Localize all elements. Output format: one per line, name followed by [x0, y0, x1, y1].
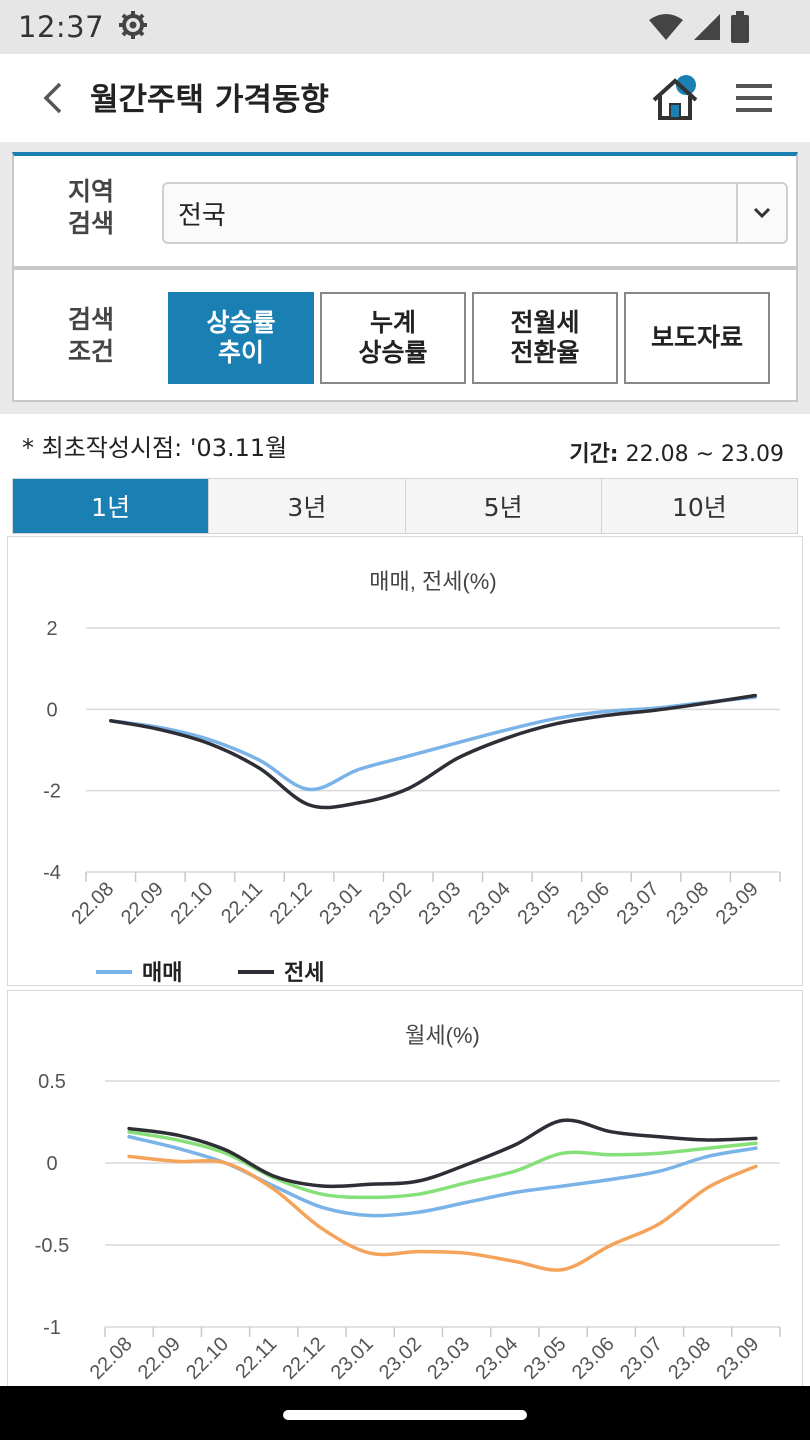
press-release-button[interactable]: 보도자료: [624, 292, 770, 384]
signal-icon: [692, 12, 722, 46]
y-tick-label: 0: [46, 699, 57, 721]
first-created-text: * 최초작성시점: '03.11월: [22, 434, 288, 462]
x-tick-label: 23.05: [520, 1333, 571, 1384]
x-tick-label: 22.10: [167, 878, 218, 929]
cumulative-rate-button[interactable]: 누계 상승률: [320, 292, 466, 384]
chart-title: 월세(%): [405, 1023, 480, 1048]
series-line: [127, 1154, 758, 1272]
x-tick-label: 22.09: [117, 878, 168, 929]
app-header: 월간주택 가격동향: [0, 54, 810, 142]
sale-jeonse-chart-panel: 매매, 전세(%) 2 0 -2 -4 22.08 22.09 22.10 22.11 22.12…: [7, 536, 803, 986]
y-tick-label: 0: [46, 1153, 57, 1175]
x-tick-label: 23.04: [464, 878, 515, 929]
x-tick-label: 22.12: [279, 1333, 330, 1384]
y-tick-label: -0.5: [35, 1235, 69, 1257]
hamburger-menu-icon[interactable]: [736, 82, 772, 114]
series-line: [109, 693, 757, 810]
x-tick-label: 23.09: [712, 878, 763, 929]
legend-label: 전세: [284, 961, 324, 986]
x-tick-label: 23.07: [613, 878, 664, 929]
x-tick-label: 23.03: [414, 878, 465, 929]
y-tick-label: -1: [43, 1317, 61, 1339]
x-tick-label: 23.01: [315, 878, 366, 929]
series-line: [127, 1118, 758, 1189]
x-tick-label: 22.08: [67, 878, 118, 929]
monthly-rent-chart-panel: 월세(%) 0.5 0 -0.5 -1 22.08 22.09 22.10 22.11 22.12…: [7, 990, 803, 1390]
x-tick-label: 22.12: [266, 878, 317, 929]
x-tick-label: 23.07: [616, 1333, 667, 1384]
period-value: 22.08 ~ 23.09: [625, 442, 784, 467]
tab-1-year[interactable]: 1년: [13, 479, 209, 533]
period-tabs: 1년 3년 5년 10년: [12, 478, 798, 534]
x-tick-label: 22.09: [134, 1333, 185, 1384]
x-tick-label: 23.08: [664, 1333, 715, 1384]
row-divider: [14, 266, 796, 270]
condition-label-text: 검색 조건: [67, 305, 114, 366]
monthly-rent-chart: 월세(%) 0.5 0 -0.5 -1 22.0822.0922.1022.1122.12…: [35, 1023, 781, 1384]
x-tick-label: 23.08: [662, 878, 713, 929]
period-text: 기간: 22.08 ~ 23.09: [569, 436, 784, 468]
wifi-icon: [648, 12, 684, 46]
battery-icon: [730, 11, 750, 47]
series-line: [109, 695, 757, 792]
x-tick-label: 23.02: [375, 1333, 426, 1384]
x-tick-label: 22.10: [182, 1333, 233, 1384]
home-icon[interactable]: [650, 74, 700, 124]
series-line: [127, 1130, 758, 1200]
x-tick-label: 23.05: [514, 878, 565, 929]
conversion-rate-button[interactable]: 전월세 전환율: [472, 292, 618, 384]
x-tick-label: 23.02: [365, 878, 416, 929]
region-label-text: 지역 검색: [67, 177, 114, 238]
region-select[interactable]: 전국: [162, 182, 788, 244]
tab-3-year[interactable]: 3년: [208, 479, 405, 533]
y-tick-label: -2: [43, 781, 61, 803]
x-tick-label: 23.01: [327, 1333, 378, 1384]
region-select-value: 전국: [178, 200, 226, 231]
rate-trend-button[interactable]: 상승률 추이: [168, 292, 314, 384]
status-bar: 12:37: [0, 0, 810, 54]
y-tick-label: 2: [46, 618, 57, 640]
system-nav-bar: [0, 1386, 810, 1440]
x-tick-label: 22.11: [231, 1333, 281, 1383]
tab-10-year[interactable]: 10년: [600, 479, 797, 533]
home-gesture-bar[interactable]: [283, 1410, 527, 1420]
search-panel: 지역 검색 전국 검색 조건 상승률 추이 누계 상승률 전월세 전환율 보도자…: [12, 152, 798, 402]
chevron-down-icon[interactable]: [736, 184, 786, 242]
x-tick-label: 23.04: [471, 1333, 522, 1384]
period-label: 기간:: [569, 442, 619, 467]
status-time: 12:37: [18, 10, 105, 44]
x-tick-label: 22.08: [86, 1333, 137, 1384]
x-tick-label: 23.06: [568, 1333, 619, 1384]
x-tick-label: 23.09: [712, 1333, 763, 1384]
region-search-label: 지역 검색: [36, 176, 146, 240]
settings-gear-icon: [118, 10, 148, 44]
y-tick-label: -4: [43, 862, 61, 884]
back-arrow-icon[interactable]: [34, 78, 74, 118]
x-tick-label: 23.03: [423, 1333, 474, 1384]
chart-title: 매매, 전세(%): [369, 569, 496, 594]
page-title: 월간주택 가격동향: [90, 82, 329, 118]
x-tick-label: 23.06: [563, 878, 614, 929]
condition-label: 검색 조건: [36, 304, 146, 368]
tab-5-year[interactable]: 5년: [404, 479, 601, 533]
x-tick-label: 22.11: [217, 878, 267, 928]
legend-label: 매매: [142, 961, 182, 986]
y-tick-label: 0.5: [38, 1071, 66, 1093]
